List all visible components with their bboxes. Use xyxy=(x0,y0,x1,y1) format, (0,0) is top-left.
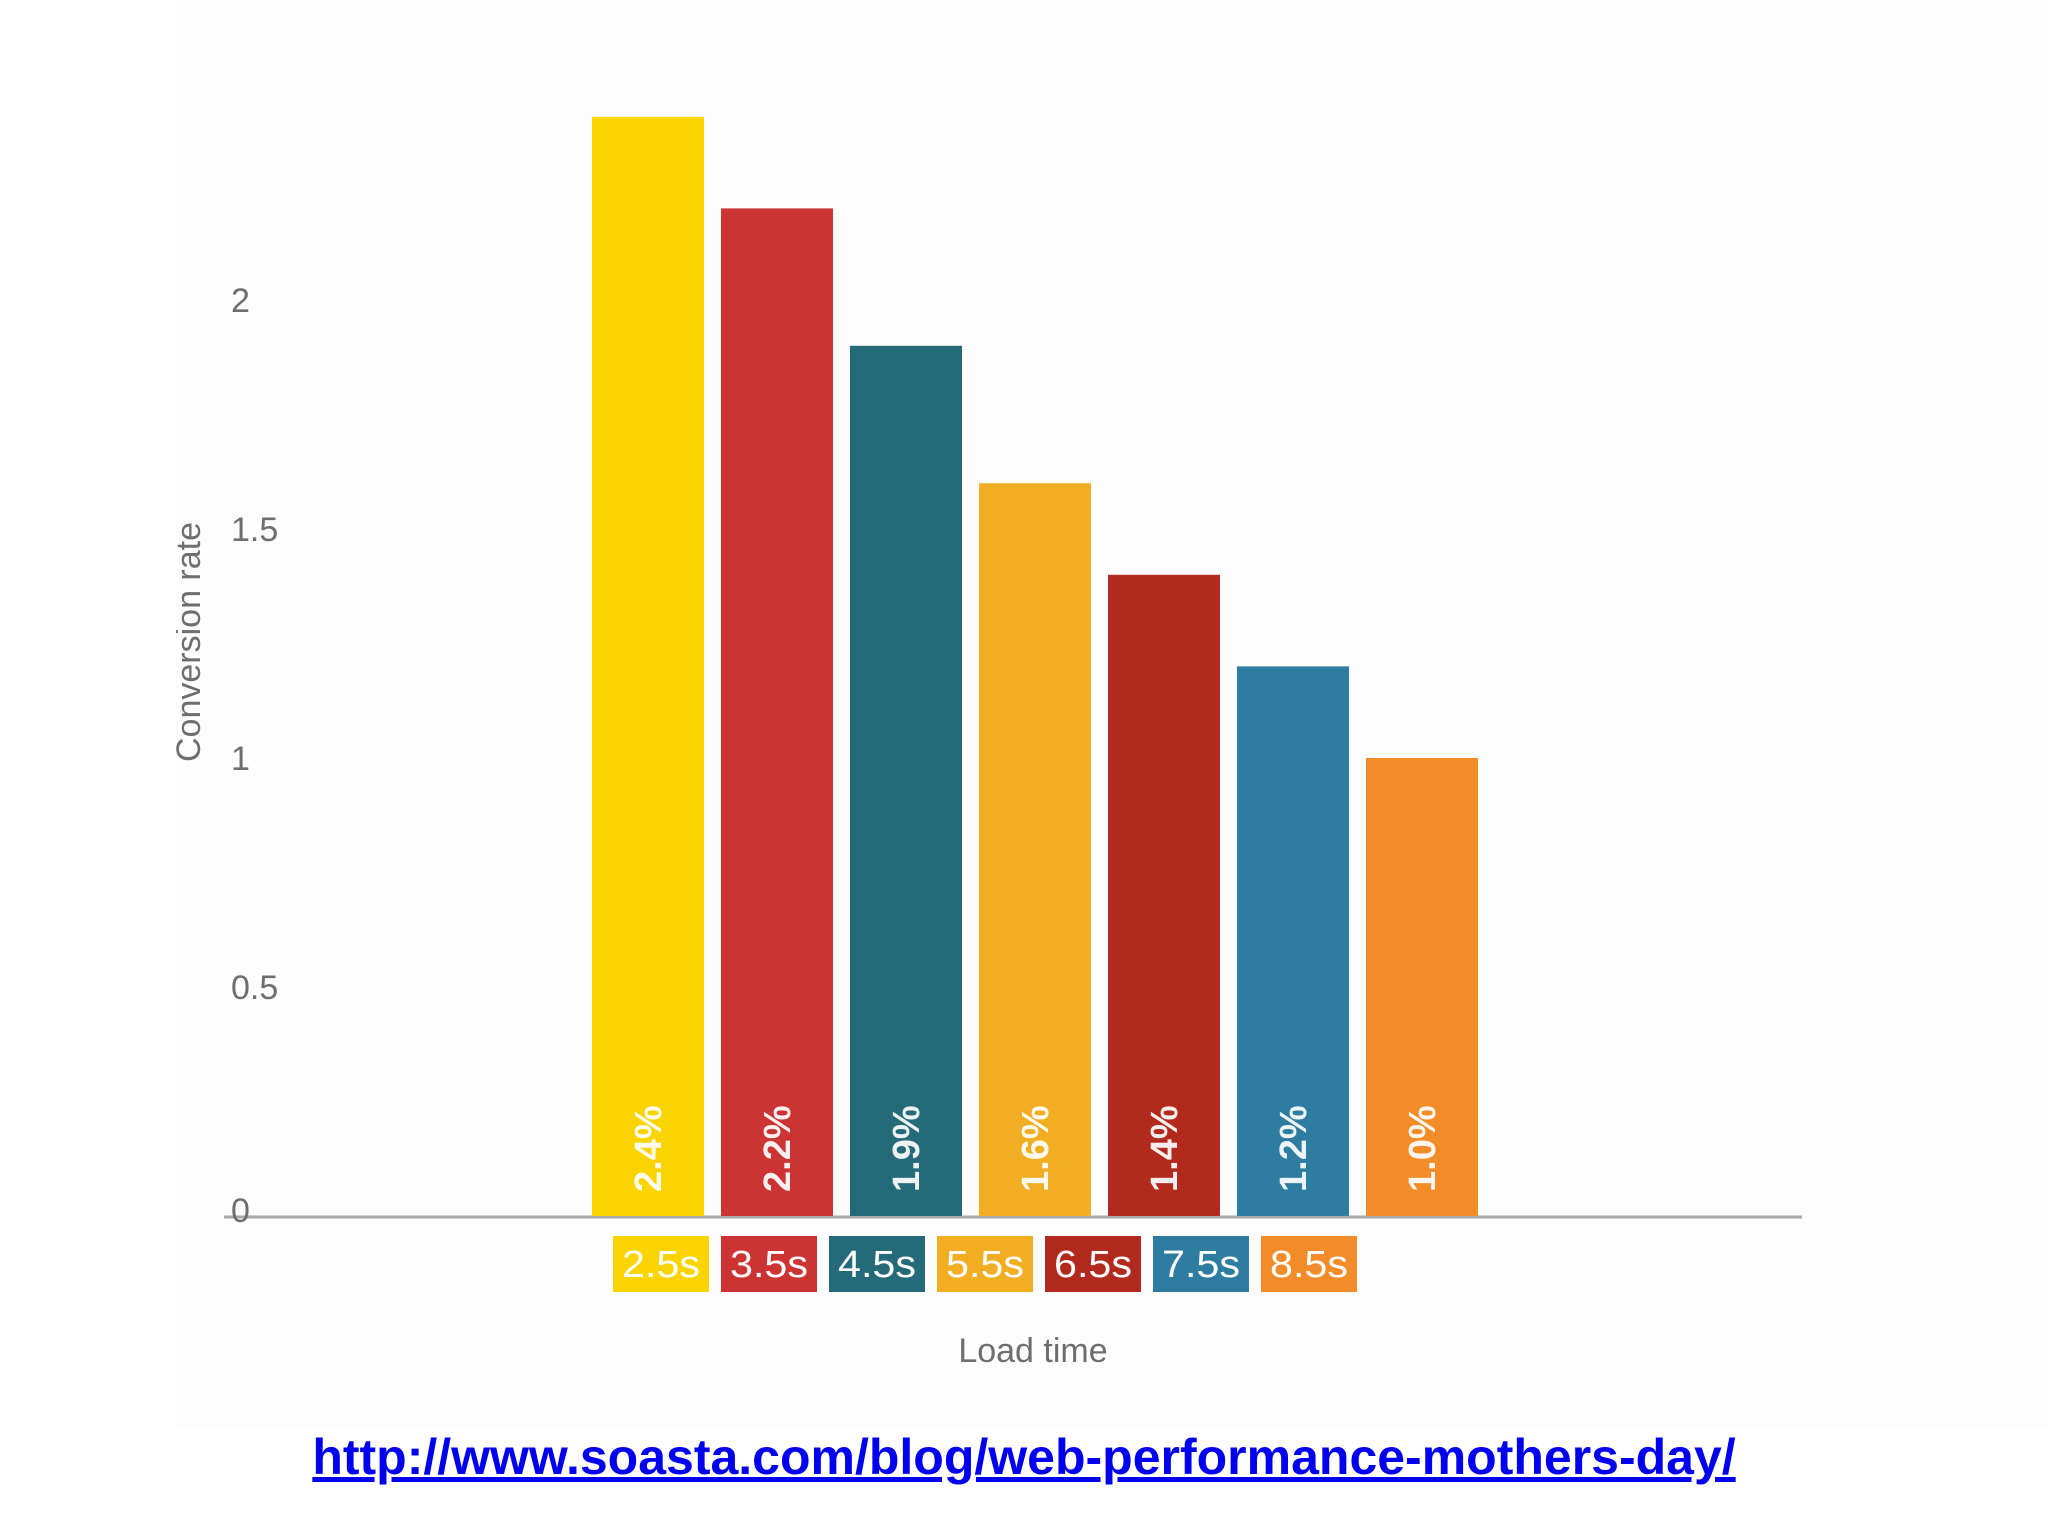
category-box xyxy=(1261,1236,1357,1292)
y-tick-label: 1 xyxy=(231,740,250,778)
bars: 2.4% 2.2% 1.9% 1.6% 1.4% 1.2% 1.0% xyxy=(592,116,1478,1216)
category-label: 2.5s xyxy=(622,1244,700,1286)
bar-chart: 0 0.5 1 1.5 2 2.4% 2.2% 1.9% 1.6% 1.4% 1.2% 1.0% 2… xyxy=(176,116,1802,1370)
bar-data-label: 2.4% xyxy=(628,1105,670,1192)
category-label: 6.5s xyxy=(1054,1244,1132,1286)
x-axis-categories: 2.5s 3.5s 4.5s 5.5s 6.5s 7.5s 8.5s xyxy=(613,1236,1357,1292)
bar-data-label: 1.6% xyxy=(1015,1105,1057,1192)
category-label: 7.5s xyxy=(1162,1244,1240,1286)
bar xyxy=(850,345,962,1216)
y-axis-ticks: 0 0.5 1 1.5 2 xyxy=(231,282,278,1230)
category-box xyxy=(1045,1236,1141,1292)
category-label: 5.5s xyxy=(946,1244,1024,1286)
x-axis-title: Load time xyxy=(958,1332,1107,1370)
y-tick-label: 2 xyxy=(231,282,250,320)
bar xyxy=(1237,666,1349,1216)
bar xyxy=(979,483,1091,1216)
bar-data-label: 1.2% xyxy=(1273,1105,1315,1192)
y-axis-title: Conversion rate xyxy=(176,522,208,762)
category-box xyxy=(829,1236,925,1292)
category-box xyxy=(613,1236,709,1292)
category-label: 8.5s xyxy=(1270,1244,1348,1286)
bar xyxy=(1108,574,1220,1216)
bar xyxy=(592,116,704,1216)
category-label: 3.5s xyxy=(730,1244,808,1286)
source-link[interactable]: http://www.soasta.com/blog/web-performan… xyxy=(312,1429,1736,1485)
y-tick-label: 1.5 xyxy=(231,511,278,549)
bar-data-label: 2.2% xyxy=(757,1105,799,1192)
bar-data-label: 1.9% xyxy=(886,1105,928,1192)
category-box xyxy=(721,1236,817,1292)
bar xyxy=(1366,758,1478,1216)
y-tick-label: 0 xyxy=(231,1192,250,1230)
bar xyxy=(721,208,833,1216)
category-box xyxy=(937,1236,1033,1292)
category-label: 4.5s xyxy=(838,1244,916,1286)
category-box xyxy=(1153,1236,1249,1292)
y-tick-label: 0.5 xyxy=(231,969,278,1007)
chart-area: 0 0.5 1 1.5 2 2.4% 2.2% 1.9% 1.6% 1.4% 1.2% 1.0% 2… xyxy=(176,0,2048,1430)
bar-data-label: 1.4% xyxy=(1144,1105,1186,1192)
bar-data-label: 1.0% xyxy=(1402,1105,1444,1192)
